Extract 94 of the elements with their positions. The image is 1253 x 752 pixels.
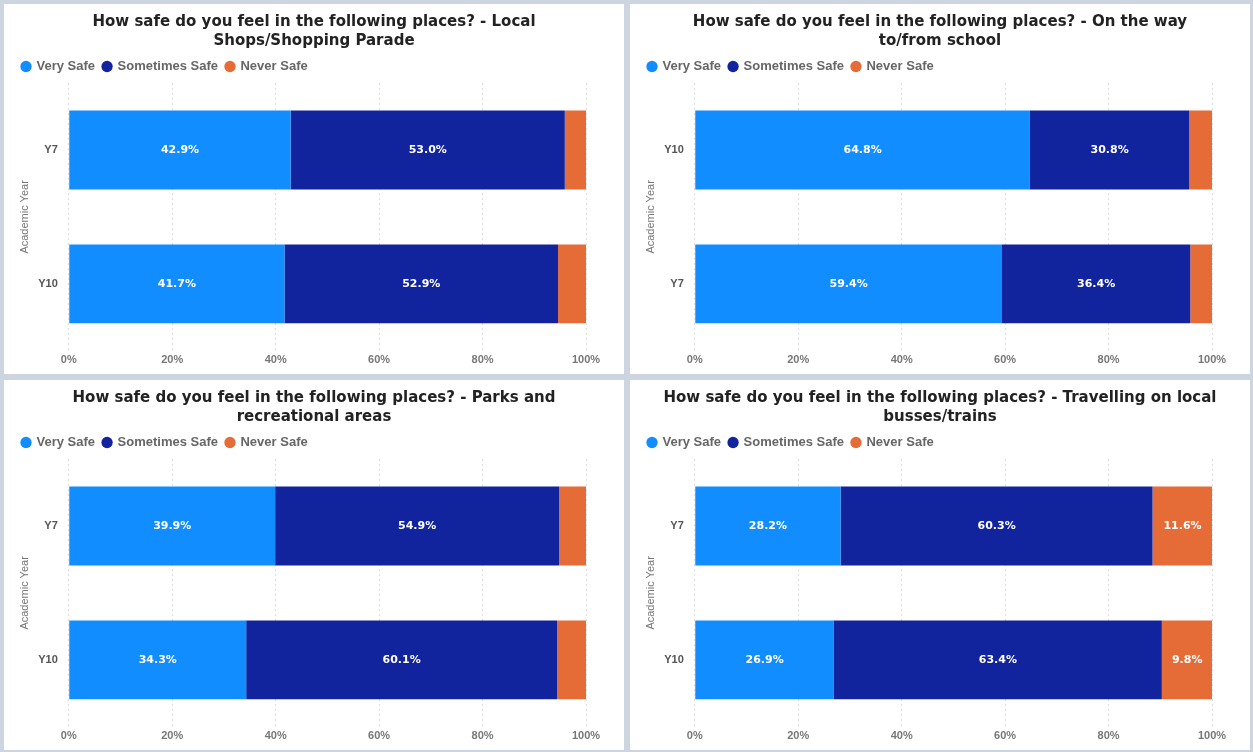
x-tick-label: 40% bbox=[264, 729, 287, 742]
bar bbox=[558, 244, 586, 324]
legend-label: Very Safe bbox=[662, 58, 722, 74]
y-axis-title: Academic Year bbox=[643, 179, 656, 254]
data-label: 28.2% bbox=[748, 518, 788, 532]
bar bbox=[833, 620, 1162, 700]
x-tick-label: 0% bbox=[60, 729, 77, 742]
x-tick-label: 80% bbox=[471, 729, 494, 742]
chart-title: How safe do you feel in the following places? - On the way to/from school bbox=[691, 11, 1189, 51]
data-label: 9.8% bbox=[1171, 652, 1203, 666]
chart-title: How safe do you feel in the following places? - Local Shops/Shopping Parade bbox=[91, 11, 537, 51]
data-label: 53.0% bbox=[408, 142, 447, 156]
bar bbox=[69, 110, 291, 190]
legend-label: Sometimes Safe bbox=[117, 434, 218, 450]
x-tick-label: 60% bbox=[994, 729, 1017, 742]
y-tick-label: Y10 bbox=[664, 142, 684, 155]
x-tick-label: 60% bbox=[368, 353, 391, 366]
data-label: 39.9% bbox=[153, 518, 192, 532]
bar bbox=[69, 244, 285, 324]
y-tick-label: Y7 bbox=[670, 276, 684, 289]
y-axis-title: Academic Year bbox=[17, 179, 30, 254]
bar bbox=[557, 620, 586, 700]
y-tick-label: Y7 bbox=[670, 518, 684, 531]
data-label: 30.8% bbox=[1090, 142, 1129, 156]
legend-label: Never Safe bbox=[240, 434, 308, 450]
data-label: 59.4% bbox=[829, 276, 868, 290]
legend-label: Sometimes Safe bbox=[743, 434, 844, 450]
x-tick-label: 60% bbox=[994, 353, 1017, 366]
data-label: 36.4% bbox=[1077, 276, 1116, 290]
legend-label: Very Safe bbox=[36, 434, 96, 450]
bar bbox=[275, 486, 560, 566]
x-tick-label: 100% bbox=[1197, 729, 1227, 742]
x-tick-label: 20% bbox=[161, 353, 184, 366]
bar bbox=[246, 620, 558, 700]
x-tick-label: 0% bbox=[686, 729, 703, 742]
bar bbox=[695, 620, 834, 700]
x-tick-label: 20% bbox=[787, 729, 810, 742]
bar bbox=[695, 244, 1003, 324]
bar bbox=[284, 244, 559, 324]
x-tick-label: 40% bbox=[890, 353, 913, 366]
x-tick-label: 100% bbox=[571, 729, 601, 742]
data-label: 52.9% bbox=[402, 276, 441, 290]
legend-label: Never Safe bbox=[866, 58, 934, 74]
y-tick-label: Y7 bbox=[44, 142, 58, 155]
legend-label: Sometimes Safe bbox=[117, 58, 218, 74]
legend-label: Very Safe bbox=[662, 434, 722, 450]
bar bbox=[559, 486, 586, 566]
x-tick-label: 40% bbox=[264, 353, 287, 366]
x-tick-label: 40% bbox=[890, 729, 913, 742]
y-tick-label: Y7 bbox=[44, 518, 58, 531]
bar bbox=[1152, 486, 1212, 566]
bar bbox=[1190, 244, 1212, 324]
x-tick-label: 0% bbox=[686, 353, 703, 366]
x-tick-label: 60% bbox=[368, 729, 391, 742]
bar bbox=[840, 486, 1153, 566]
data-label: 60.3% bbox=[977, 518, 1016, 532]
y-tick-label: Y10 bbox=[38, 652, 58, 665]
x-tick-label: 100% bbox=[571, 353, 601, 366]
data-label: 54.9% bbox=[398, 518, 437, 532]
x-tick-label: 80% bbox=[1097, 353, 1120, 366]
y-tick-label: Y10 bbox=[664, 652, 684, 665]
data-label: 41.7% bbox=[157, 276, 196, 290]
data-label: 26.9% bbox=[745, 652, 784, 666]
data-label: 63.4% bbox=[978, 652, 1017, 666]
data-label: 64.8% bbox=[843, 142, 882, 156]
legend-label: Sometimes Safe bbox=[743, 58, 844, 74]
bar bbox=[1002, 244, 1191, 324]
x-tick-label: 20% bbox=[787, 353, 810, 366]
data-label: 34.3% bbox=[138, 652, 177, 666]
x-tick-label: 0% bbox=[60, 353, 77, 366]
data-label: 42.9% bbox=[160, 142, 200, 156]
bar bbox=[1189, 110, 1212, 190]
bar bbox=[695, 110, 1030, 190]
bar bbox=[69, 486, 276, 566]
legend-label: Very Safe bbox=[36, 58, 96, 74]
x-tick-label: 20% bbox=[161, 729, 184, 742]
bar bbox=[695, 486, 841, 566]
legend-label: Never Safe bbox=[866, 434, 934, 450]
y-axis-title: Academic Year bbox=[643, 555, 656, 630]
chart-title: How safe do you feel in the following places? - Parks and recreational areas bbox=[71, 387, 557, 427]
y-axis-title: Academic Year bbox=[17, 555, 30, 630]
y-tick-label: Y10 bbox=[38, 276, 58, 289]
bar bbox=[290, 110, 565, 190]
bar bbox=[69, 620, 247, 700]
chart-title: How safe do you feel in the following places? - Travelling on local busses/trains bbox=[662, 387, 1218, 427]
x-tick-label: 100% bbox=[1197, 353, 1227, 366]
bar bbox=[1161, 620, 1212, 700]
x-tick-label: 80% bbox=[471, 353, 494, 366]
bar bbox=[1029, 110, 1190, 190]
legend-label: Never Safe bbox=[240, 58, 308, 74]
bar bbox=[564, 110, 586, 190]
data-label: 11.6% bbox=[1163, 518, 1202, 532]
x-tick-label: 80% bbox=[1097, 729, 1120, 742]
data-label: 60.1% bbox=[382, 652, 421, 666]
